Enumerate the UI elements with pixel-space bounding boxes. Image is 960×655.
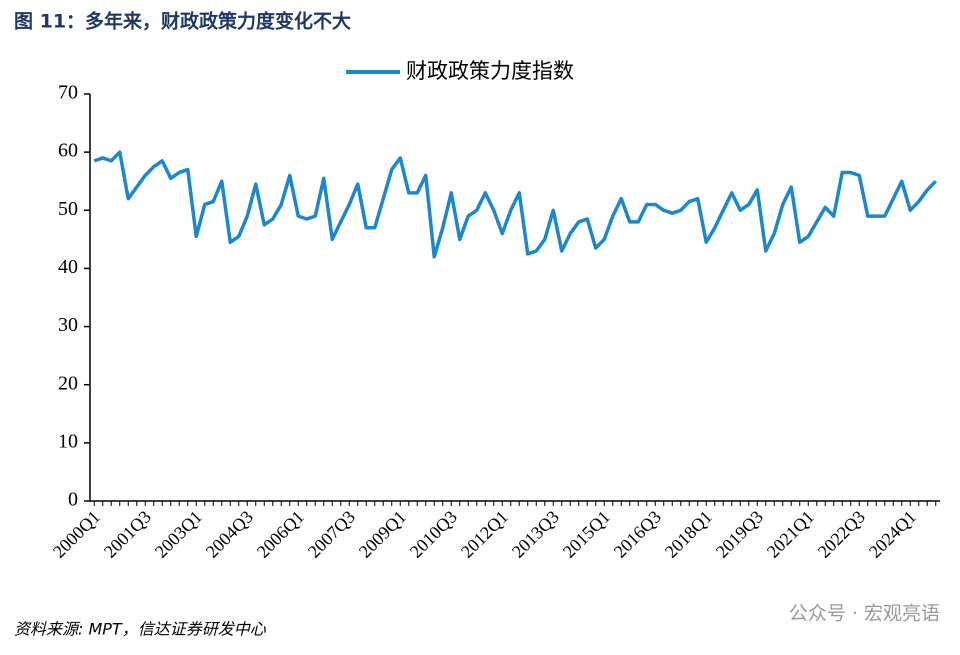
x-tick-label: 2018Q1 [661, 507, 716, 562]
y-tick-label: 0 [68, 489, 78, 511]
x-tick-label: 2024Q1 [865, 507, 920, 562]
y-tick-label: 60 [58, 140, 78, 162]
x-tick-label: 2004Q3 [202, 507, 257, 562]
x-tick-label: 2003Q1 [151, 507, 206, 562]
x-tick-label: 2019Q3 [712, 507, 767, 562]
x-tick-label: 2000Q1 [49, 507, 104, 562]
x-tick-label: 2021Q1 [763, 507, 818, 562]
y-tick-label: 20 [58, 372, 78, 394]
y-tick-label: 40 [58, 256, 78, 278]
x-tick-label: 2009Q1 [355, 507, 410, 562]
source-note: 资料来源: MPT，信达证券研发中心 [14, 620, 267, 639]
x-tick-label: 2010Q3 [406, 507, 461, 562]
y-tick-label: 10 [58, 430, 78, 452]
x-tick-label: 2007Q3 [304, 507, 359, 562]
x-tick-label: 2022Q3 [814, 507, 869, 562]
y-tick-label: 30 [58, 314, 78, 336]
x-tick-label: 2001Q3 [100, 507, 155, 562]
y-tick-label: 70 [58, 82, 78, 104]
x-tick-label: 2016Q3 [610, 507, 665, 562]
watermark: 公众号 · 宏观亮语 [789, 603, 940, 625]
legend-label: 财政政策力度指数 [406, 59, 574, 83]
x-tick-label: 2015Q1 [559, 507, 614, 562]
x-tick-label: 2013Q3 [508, 507, 563, 562]
y-tick-label: 50 [58, 198, 78, 220]
data-line [93, 150, 938, 259]
chart-title: 图 11：多年来，财政政策力度变化不大 [14, 10, 351, 33]
x-tick-label: 2012Q1 [457, 507, 512, 562]
x-tick-label: 2006Q1 [253, 507, 308, 562]
